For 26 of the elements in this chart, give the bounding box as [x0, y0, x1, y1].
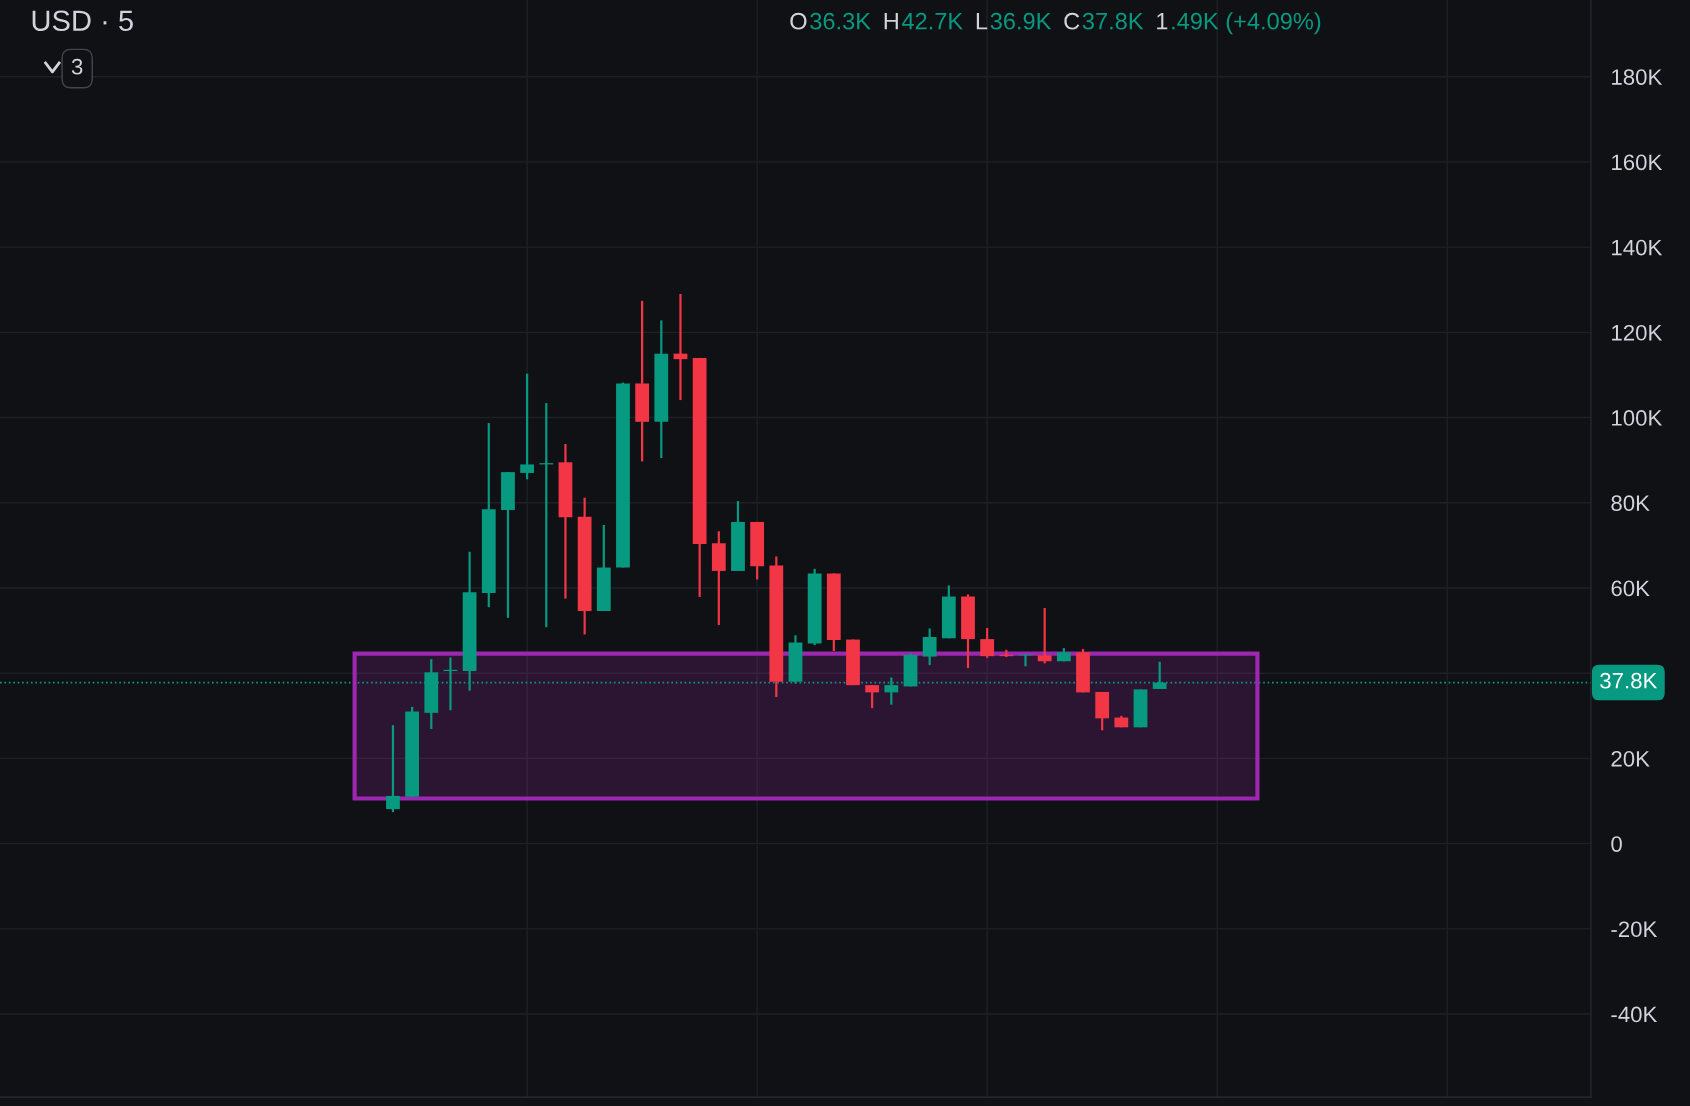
candlestick [1018, 653, 1033, 668]
y-tick-label: 0 [1611, 836, 1622, 852]
annotation: 1.49K (+4.09%) [1157, 12, 1321, 35]
ref-line-label: 37.8K [1600, 672, 1658, 689]
y-tick-label: 160K [1612, 154, 1663, 171]
candlestick [386, 724, 400, 814]
chart-title: USD · 5 [32, 10, 133, 32]
annotation: L36.9K [976, 12, 1052, 30]
candlestick [520, 372, 535, 481]
candlestick [980, 626, 995, 659]
y-tick-label: 100K [1612, 410, 1663, 426]
candlestick [865, 684, 880, 710]
annotation: H42.7K [884, 12, 963, 30]
y-tick-label: 80K [1611, 495, 1650, 512]
y-tick-label: 20K [1611, 750, 1650, 767]
annotation: O36.3K [790, 12, 871, 30]
y-tick-label: 180K [1612, 69, 1663, 85]
y-tick-label: 60K [1611, 580, 1650, 597]
candlestick [1037, 606, 1052, 665]
y-tick-label: -40K [1611, 1006, 1658, 1023]
y-tick-label: 120K [1612, 324, 1663, 341]
annotation: C37.8K [1064, 12, 1144, 30]
y-tick-label: -20K [1611, 921, 1658, 938]
y-tick-label: 140K [1612, 239, 1663, 256]
candlestick [922, 627, 937, 667]
annotation: 3 [71, 58, 83, 75]
